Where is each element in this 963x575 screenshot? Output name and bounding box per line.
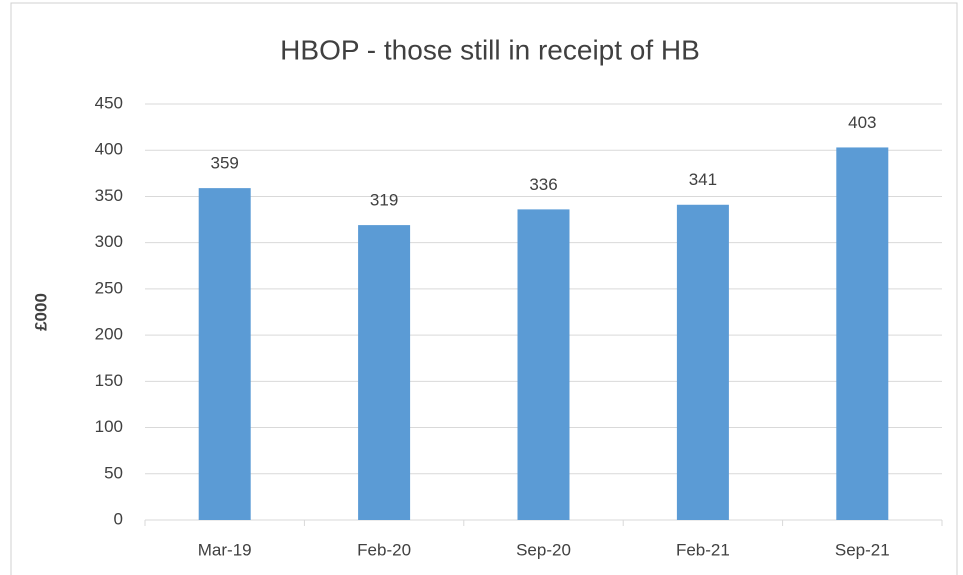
y-tick-label: 150 — [95, 371, 123, 390]
x-tick-label: Mar-19 — [198, 540, 252, 559]
x-tick-label: Sep-21 — [835, 540, 890, 559]
x-tick-label: Sep-20 — [516, 540, 571, 559]
y-tick-label: 300 — [95, 232, 123, 251]
data-label: 341 — [689, 170, 717, 189]
data-label: 336 — [529, 175, 557, 194]
y-tick-label: 400 — [95, 140, 123, 159]
y-tick-label: 450 — [95, 93, 123, 112]
data-label: 359 — [211, 154, 239, 173]
x-tick-label: Feb-20 — [357, 540, 411, 559]
data-label: 319 — [370, 191, 398, 210]
bar — [836, 147, 889, 520]
y-tick-label: 200 — [95, 325, 123, 344]
data-label: 403 — [848, 113, 876, 132]
bar — [517, 209, 570, 521]
y-tick-label: 100 — [95, 417, 123, 436]
bar — [198, 188, 251, 520]
x-tick-label: Feb-21 — [676, 540, 730, 559]
y-tick-label: 350 — [95, 186, 123, 205]
y-tick-label: 50 — [104, 463, 123, 482]
bar — [358, 225, 411, 520]
bar — [676, 204, 729, 520]
y-tick-label: 250 — [95, 278, 123, 297]
chart-title: HBOP - those still in receipt of HB — [280, 34, 700, 65]
y-tick-label: 0 — [114, 509, 123, 528]
y-axis-label: £000 — [31, 293, 50, 331]
